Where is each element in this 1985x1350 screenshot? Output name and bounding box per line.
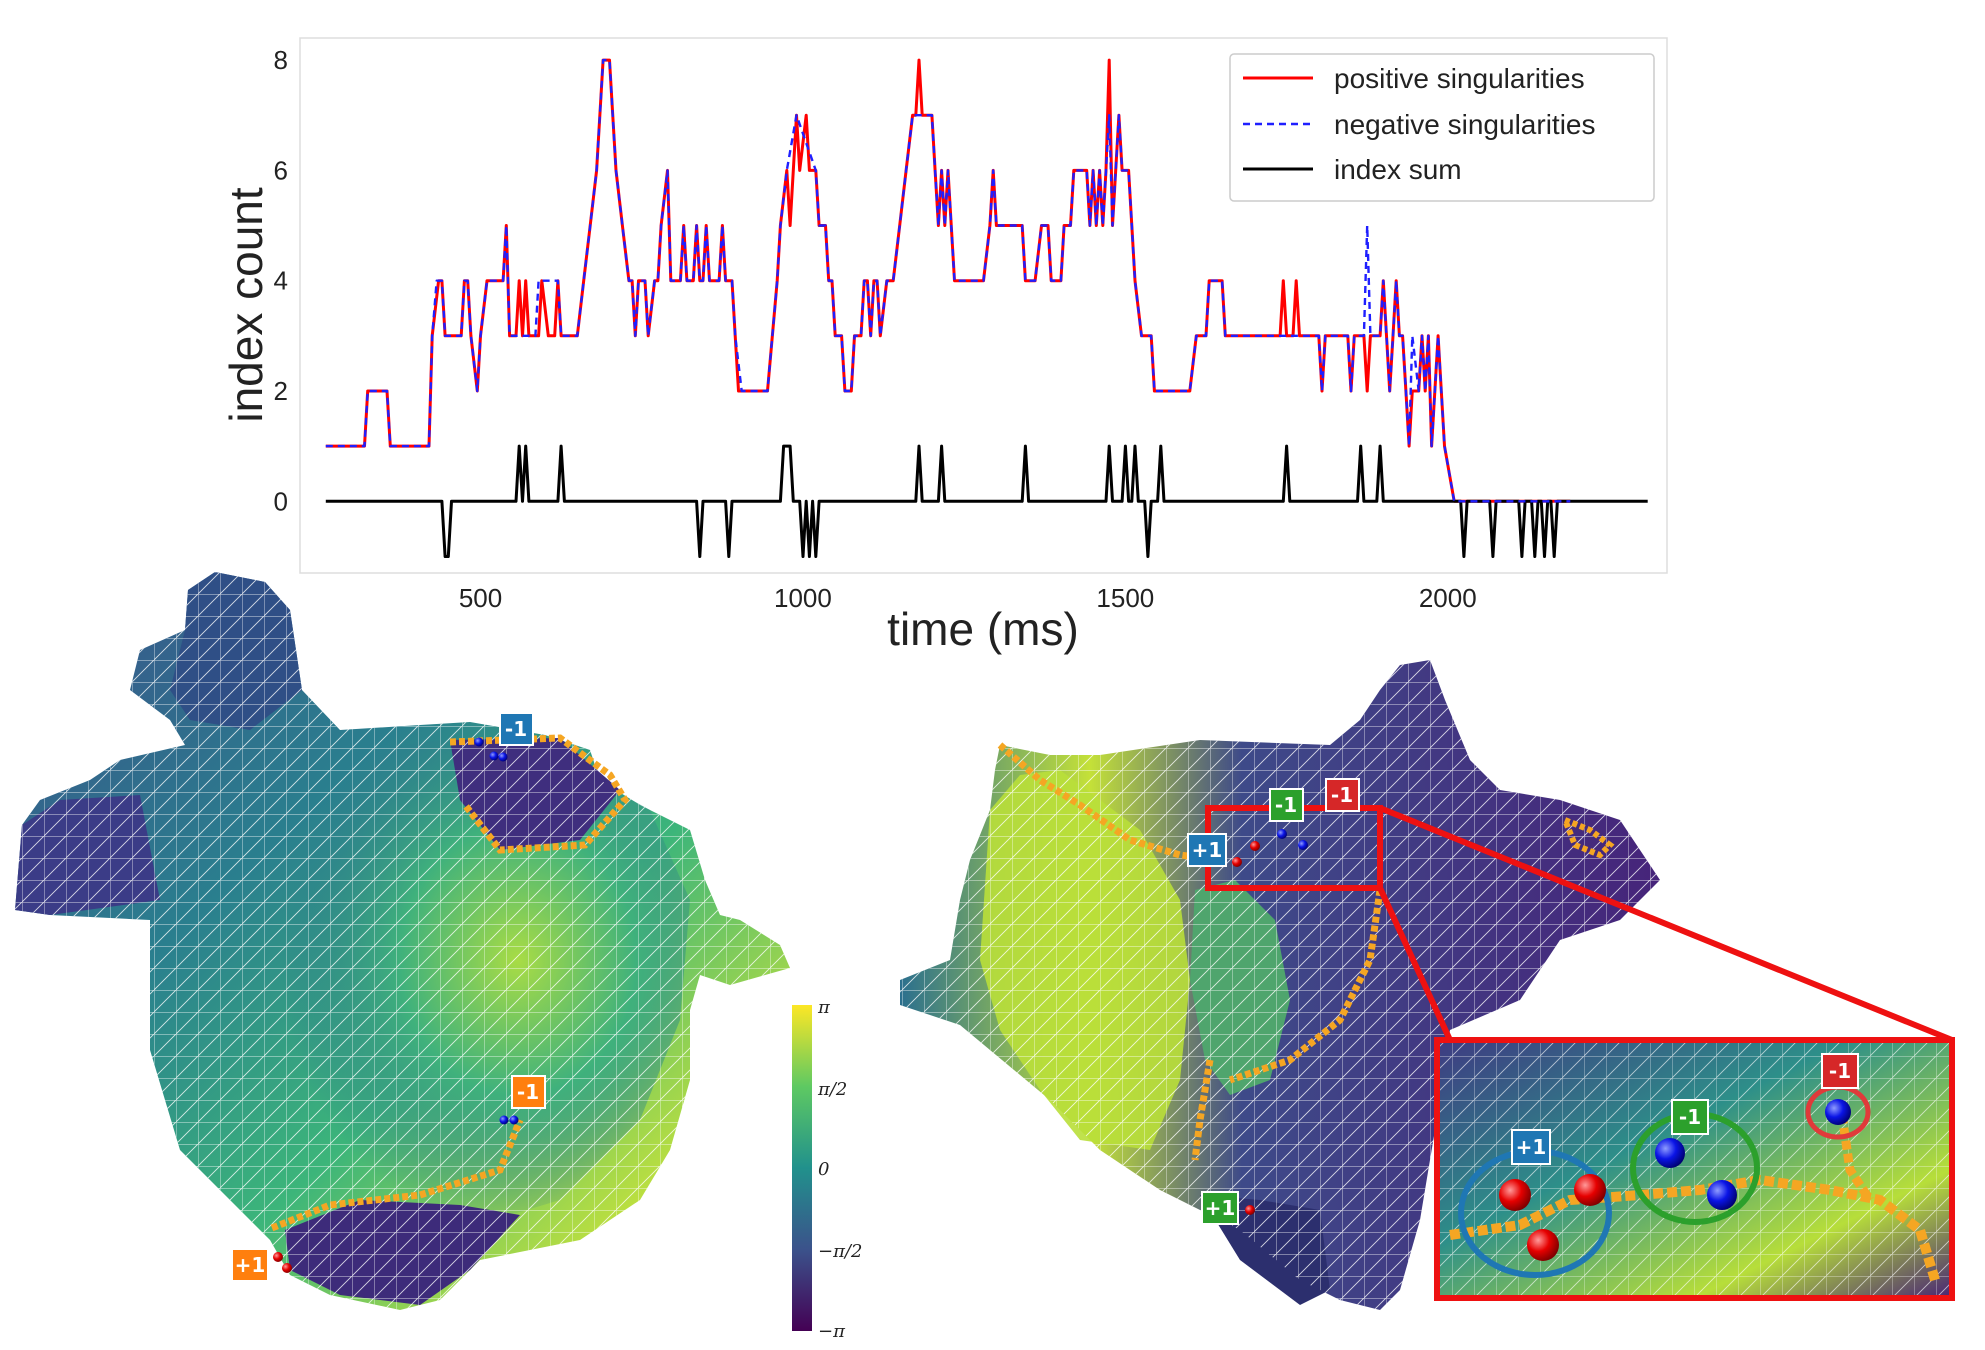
y-axis: 0 2 4 6 8: [274, 45, 288, 516]
right-atrium-mesh: +1 -1 -1 +1: [900, 660, 1954, 1310]
inset-singularity-blue-2: [1707, 1180, 1737, 1210]
right-singularity-red-2: [1250, 841, 1260, 851]
inset-badge-red: [1821, 1053, 1859, 1089]
right-badge-red-label: -1: [1331, 783, 1353, 807]
right-wavefront-low: [1191, 1059, 1214, 1161]
zoom-line-top: [1378, 805, 1954, 1043]
left-badge-mid: [511, 1075, 546, 1109]
left-badge-mid-label: -1: [517, 1080, 539, 1104]
left-badge-bottom-label: +1: [235, 1253, 266, 1277]
inset-singularity-blue-1: [1655, 1138, 1685, 1168]
inset-wavefront-2: [1837, 1114, 1874, 1203]
legend-label-index-sum: index sum: [1334, 154, 1462, 185]
y-tick-label: 8: [274, 45, 288, 75]
legend-box: [1229, 53, 1655, 202]
inset-zoom: +1 -1 -1: [1434, 1037, 1955, 1301]
x-tick-label: 500: [459, 583, 502, 613]
right-singularity-red-1: [1232, 857, 1242, 867]
right-badge-bottom-label: +1: [1205, 1196, 1236, 1220]
x-axis-label: time (ms): [887, 603, 1079, 655]
right-badge-plus: [1187, 833, 1227, 867]
y-tick-label: 0: [274, 486, 288, 516]
left-badge-top: [499, 712, 534, 746]
series-negative-line: [325, 58, 1571, 503]
inset-singularity-red-2: [1574, 1174, 1606, 1206]
legend-label-negative: negative singularities: [1334, 109, 1596, 140]
right-wavefront-spot: [1559, 814, 1615, 859]
left-wavefront-top: [449, 734, 630, 854]
left-singularity-blue-1: [489, 751, 499, 761]
colorbar-label-half-pi: π/2: [817, 1079, 847, 1100]
colorbar-label-neg-half-pi: −π/2: [818, 1241, 862, 1262]
colorbar: π π/2 0 −π/2 −π: [792, 997, 862, 1342]
y-tick-label: 4: [274, 266, 288, 296]
right-wavefront-left: [997, 742, 1221, 864]
inset-singularity-red-3: [1527, 1229, 1559, 1261]
right-singularity-blue-1: [1277, 829, 1287, 839]
colorbar-label-pi: π: [817, 997, 831, 1018]
left-singularity-red-1: [273, 1252, 283, 1262]
colorbar-label-zero: 0: [818, 1159, 829, 1180]
left-badge-top-label: -1: [505, 717, 527, 741]
x-tick-label: 1000: [774, 583, 832, 613]
inset-badge-plus-label: +1: [1516, 1135, 1547, 1159]
y-tick-label: 6: [274, 155, 288, 185]
left-mesh-overlay: [15, 572, 790, 1310]
y-axis-label: index count: [220, 187, 272, 422]
series-index-sum-line: [325, 444, 1648, 558]
left-singularity-blue-3: [474, 737, 484, 747]
inset-badge-red-label: -1: [1829, 1059, 1851, 1083]
inset-badge-plus: [1511, 1129, 1551, 1165]
x-tick-label: 1500: [1096, 583, 1154, 613]
inset-singularity-blue-3: [1825, 1099, 1851, 1125]
zoom-line-bottom: [1377, 886, 1453, 1042]
left-wavefront-bottom: [270, 1118, 524, 1232]
inset-mesh: [1437, 1040, 1952, 1298]
colorbar-label-neg-pi: −π: [818, 1321, 846, 1342]
x-tick-label: 2000: [1419, 583, 1477, 613]
x-axis: 500 1000 1500 2000: [459, 583, 1477, 613]
right-singularity-blue-2: [1298, 840, 1308, 850]
series-layer: [325, 58, 1648, 558]
inset-badge-green-label: -1: [1679, 1105, 1701, 1129]
legend: positive singularities negative singular…: [1229, 53, 1655, 202]
right-badge-red: [1325, 778, 1360, 812]
legend-label-positive: positive singularities: [1334, 63, 1585, 94]
left-atrium-mesh: -1 -1 +1: [15, 572, 790, 1310]
right-badge-bottom: [1201, 1191, 1239, 1225]
right-badge-green-label: -1: [1275, 793, 1297, 817]
right-wavefront-mid: [1228, 889, 1384, 1084]
chart: 0 2 4 6 8 500 1000 1500 2000 time (ms) index co…: [220, 37, 1668, 655]
right-mesh-overlay: [900, 660, 1660, 1310]
left-singularity-red-2: [282, 1263, 292, 1273]
right-singularity-red-3: [1245, 1205, 1255, 1215]
inset-frame: [1434, 1037, 1955, 1301]
left-singularity-blue-5: [509, 1115, 519, 1125]
right-badge-green: [1269, 788, 1304, 822]
inset-badge-green: [1671, 1099, 1709, 1135]
inset-singularity-red-1: [1499, 1179, 1531, 1211]
right-badge-plus-label: +1: [1192, 838, 1223, 862]
colorbar-gradient: [792, 1005, 812, 1331]
left-badge-bottom: [231, 1248, 269, 1282]
left-singularity-blue-4: [499, 1115, 509, 1125]
y-tick-label: 2: [274, 376, 288, 406]
left-singularity-blue-2: [498, 752, 508, 762]
